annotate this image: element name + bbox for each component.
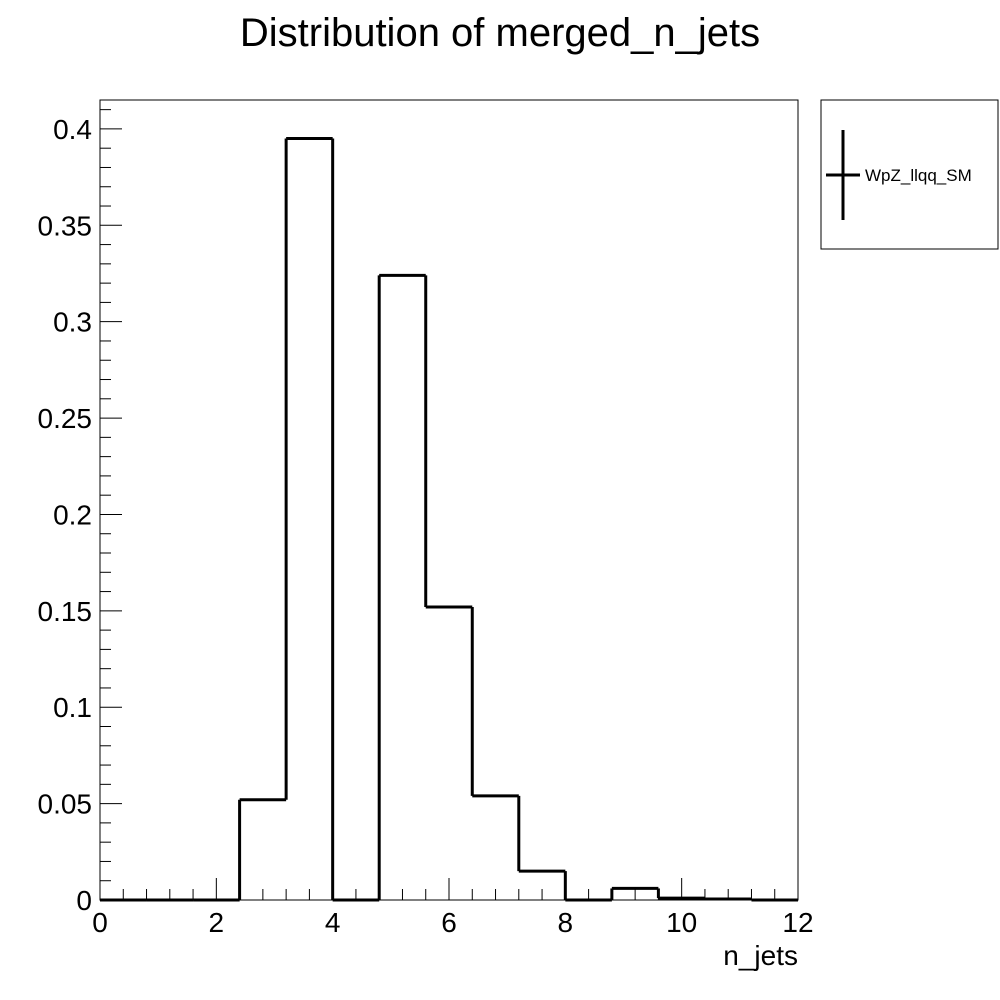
y-tick-label: 0 — [76, 885, 92, 916]
y-tick-label: 0.2 — [53, 499, 92, 530]
y-tick-label: 0.25 — [38, 403, 93, 434]
y-tick-label: 0.4 — [53, 114, 92, 145]
x-tick-label: 8 — [558, 907, 574, 938]
y-tick-label: 0.35 — [38, 210, 93, 241]
x-tick-label: 2 — [209, 907, 225, 938]
legend: WpZ_llqq_SM — [820, 99, 999, 250]
x-tick-label: 12 — [782, 907, 813, 938]
chart-title: Distribution of merged_n_jets — [240, 11, 760, 55]
x-tick-label: 0 — [92, 907, 108, 938]
y-tick-label: 0.05 — [38, 789, 93, 820]
plot-frame — [99, 99, 799, 901]
x-axis-label: n_jets — [723, 940, 798, 971]
x-tick-label: 10 — [666, 907, 697, 938]
y-tick-label: 0.3 — [53, 307, 92, 338]
x-tick-label: 4 — [325, 907, 341, 938]
y-tick-label: 0.1 — [53, 692, 92, 723]
legend-label-wpz-llqq-sm: WpZ_llqq_SM — [865, 166, 972, 185]
x-tick-label: 6 — [441, 907, 457, 938]
y-tick-label: 0.15 — [38, 596, 93, 627]
